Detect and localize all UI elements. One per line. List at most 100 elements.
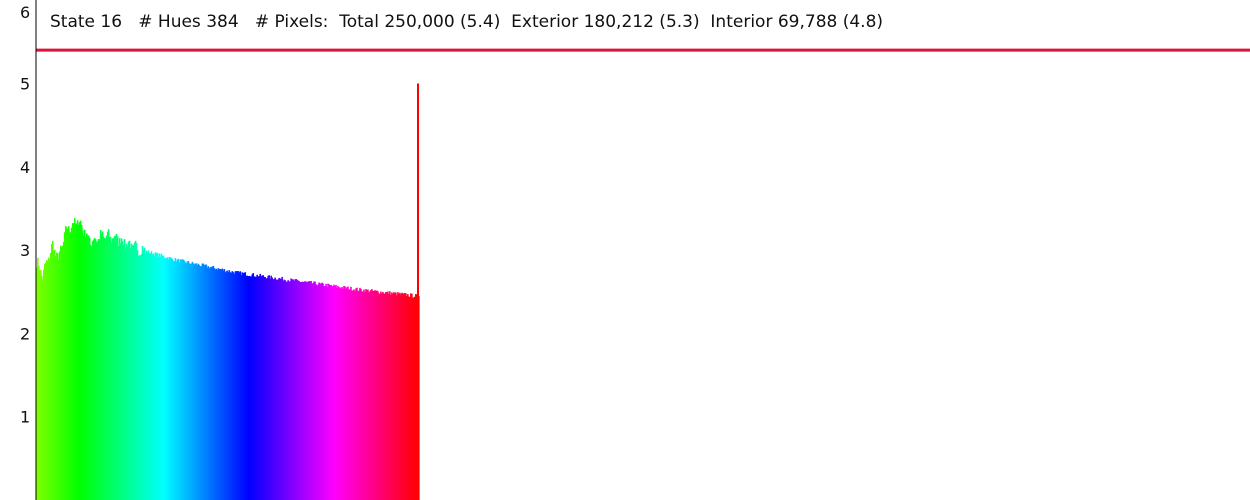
histogram-bar xyxy=(59,245,62,500)
histogram-bar xyxy=(68,232,71,500)
histogram-bar xyxy=(152,253,155,500)
pixels-label: # Pixels: xyxy=(254,12,329,32)
histogram-bar xyxy=(78,222,81,500)
histogram-bar xyxy=(270,275,272,500)
exterior-label: Exterior 180,212 (5.3) xyxy=(511,12,700,32)
histogram-bar xyxy=(354,291,356,500)
histogram-bar xyxy=(355,288,357,500)
histogram-bar xyxy=(108,236,111,500)
histogram-bar xyxy=(307,281,309,500)
histogram-bar xyxy=(408,296,410,500)
histogram-bar xyxy=(210,267,213,500)
histogram-bar xyxy=(248,276,251,500)
histogram-bar xyxy=(174,258,177,500)
histogram-bar xyxy=(132,244,135,500)
histogram-bar xyxy=(330,284,332,500)
histogram-bar xyxy=(348,289,350,500)
histogram-bar xyxy=(93,238,96,500)
histogram-bar xyxy=(70,227,73,500)
histogram-bar xyxy=(124,248,127,500)
histogram-bar xyxy=(66,229,69,500)
histogram-bar xyxy=(182,259,185,500)
histogram-bar xyxy=(383,293,385,500)
histogram-bar xyxy=(264,276,266,500)
histogram-bar xyxy=(328,284,330,500)
histogram-bar xyxy=(404,292,406,500)
histogram-bar xyxy=(295,278,297,500)
histogram-bar xyxy=(340,288,342,500)
histogram-bar xyxy=(135,242,138,500)
histogram-bar xyxy=(155,253,158,500)
histogram-bar xyxy=(117,245,120,500)
histogram-bar xyxy=(406,296,408,500)
histogram-bar xyxy=(218,268,221,500)
histogram-bar xyxy=(310,280,312,500)
state-label: State 16 xyxy=(50,12,123,32)
histogram-bar xyxy=(157,256,160,500)
histogram-bar xyxy=(177,258,180,500)
histogram-bar xyxy=(375,290,377,500)
histogram-bar xyxy=(345,288,347,500)
histogram-bar xyxy=(401,292,403,500)
histogram-bar xyxy=(170,257,173,500)
histogram-bar xyxy=(127,241,130,500)
histogram-bar xyxy=(79,220,82,500)
histogram-bar xyxy=(173,261,176,500)
histogram-bar xyxy=(151,254,154,500)
histogram-bar xyxy=(326,286,328,500)
histogram-bar xyxy=(103,238,106,500)
histogram-bar xyxy=(200,266,203,500)
histogram-bar xyxy=(249,276,252,500)
histogram-bar xyxy=(240,275,243,500)
histogram-bar xyxy=(317,284,319,500)
histogram-bar xyxy=(336,287,338,500)
histogram-bar xyxy=(193,264,196,500)
histogram-bar xyxy=(239,271,242,500)
histogram-bar xyxy=(265,278,267,500)
histogram-bar xyxy=(261,275,264,500)
histogram-bar xyxy=(380,291,382,500)
histogram-bar xyxy=(52,251,55,500)
histogram-bar xyxy=(82,236,85,500)
histogram-bar xyxy=(64,226,67,500)
histogram-bar xyxy=(197,263,200,500)
histogram-bar xyxy=(94,239,97,500)
histogram-bar xyxy=(146,252,149,500)
histogram-bar xyxy=(104,238,107,500)
histogram-bar xyxy=(247,276,250,500)
histogram-bar xyxy=(284,280,286,500)
histogram-bar xyxy=(360,288,362,500)
histogram-bar xyxy=(308,281,310,500)
histogram-bar xyxy=(105,235,108,500)
histogram-bar xyxy=(61,245,64,500)
histogram-bar xyxy=(51,240,54,500)
histogram-bar xyxy=(156,252,159,500)
histogram-bar xyxy=(381,293,383,500)
histogram-bar xyxy=(42,269,45,500)
histogram-bar xyxy=(329,285,331,500)
histogram-bar xyxy=(202,263,205,500)
histogram-bar xyxy=(145,250,148,500)
histogram-bar xyxy=(338,287,340,500)
histogram-bar xyxy=(178,262,181,500)
histogram-bar xyxy=(391,292,393,500)
histogram-bar xyxy=(47,257,50,500)
histogram-bar xyxy=(203,265,206,500)
histogram-bar xyxy=(97,239,100,500)
histogram-bar xyxy=(252,273,255,500)
histogram-bar xyxy=(324,286,326,500)
histogram-bar xyxy=(83,229,86,500)
histogram-bar xyxy=(217,268,220,500)
histogram-bar xyxy=(416,294,418,500)
histogram-bar xyxy=(327,283,329,500)
histogram-bar xyxy=(154,252,157,500)
histogram-bar xyxy=(236,271,239,500)
histogram-bar xyxy=(56,253,59,500)
histogram-bar xyxy=(349,289,351,500)
histogram-bar xyxy=(189,264,192,500)
histogram-bar xyxy=(45,260,48,500)
histogram-bar xyxy=(373,290,375,500)
histogram-bar xyxy=(303,281,305,500)
histogram-bar xyxy=(275,279,277,500)
histogram-bar xyxy=(229,272,232,500)
